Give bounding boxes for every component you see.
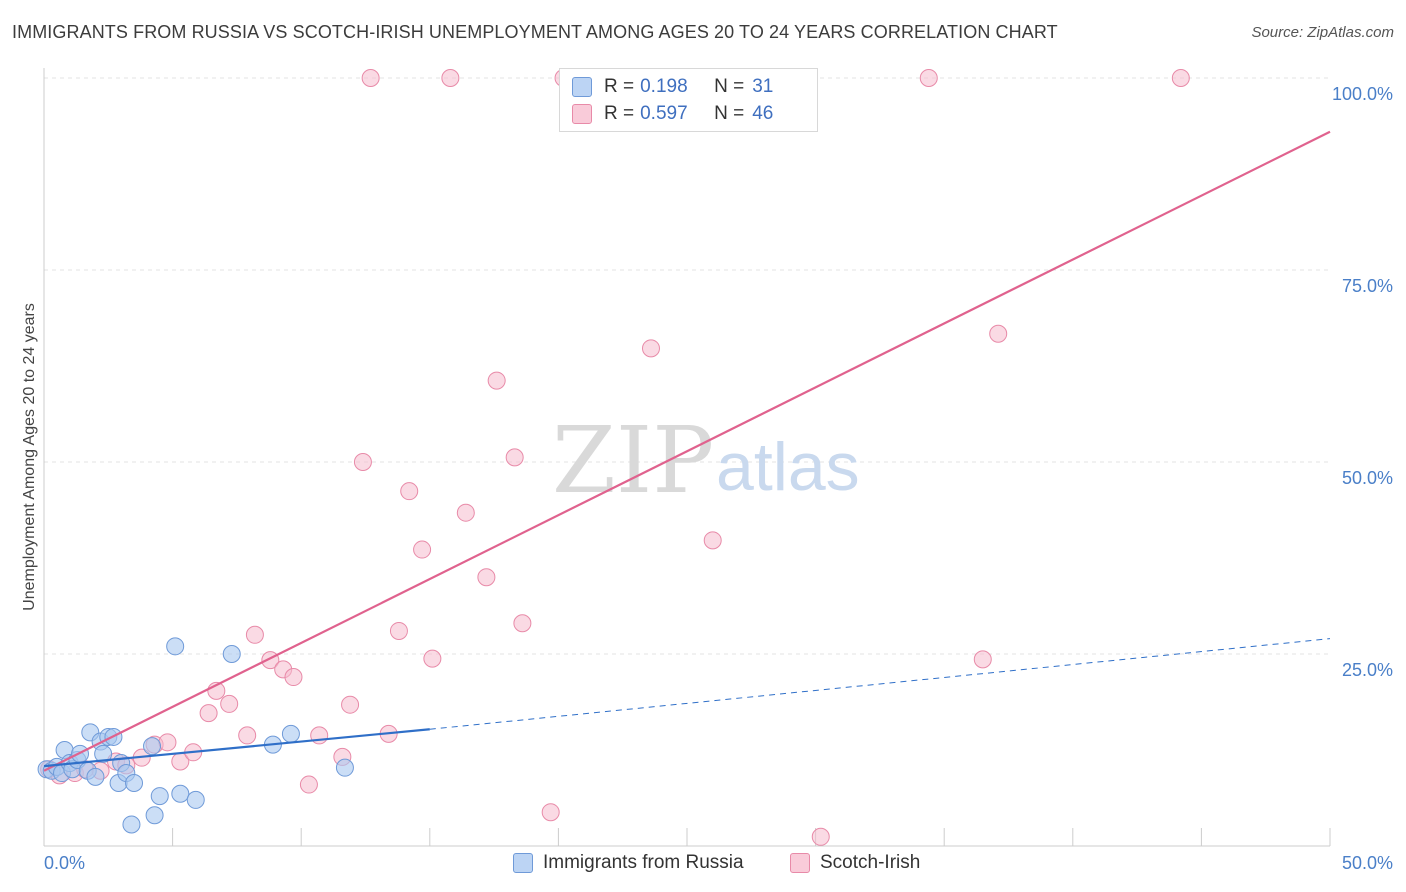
- scotch-irish-point-35: [487, 371, 506, 390]
- scotch-irish-point-40: [641, 339, 660, 358]
- trend-lines: [43, 130, 1331, 772]
- legend-r-label: R =: [604, 103, 635, 124]
- russia-point-12: [86, 767, 105, 786]
- russia-point-24: [150, 787, 169, 806]
- scotch-irish-point-34: [477, 568, 496, 587]
- series-legend-scotch-irish: Scotch-Irish: [790, 852, 920, 874]
- scotch-irish-point-45: [989, 324, 1008, 343]
- legend-swatch-scotch-irish: [572, 104, 592, 124]
- x-tick-label-max: 50.0%: [1342, 853, 1393, 873]
- russia-point-14: [94, 744, 113, 763]
- x-tick-labels: 0.0% 50.0%: [44, 853, 1393, 873]
- correlation-legend: R = 0.198 N = 31 R = 0.597 N = 46: [559, 68, 818, 132]
- russia-point-21: [125, 774, 144, 793]
- y-axis-title: Unemployment Among Ages 20 to 24 years: [21, 303, 38, 611]
- scotch-irish-point-42: [811, 827, 830, 846]
- y-tick-label-4: 100.0%: [1332, 84, 1393, 104]
- chart-source: Source: ZipAtlas.com: [1251, 24, 1394, 41]
- y-tick-labels: 25.0% 50.0% 75.0% 100.0%: [1332, 84, 1393, 680]
- russia-point-23: [145, 806, 164, 825]
- gridlines: [44, 77, 1330, 655]
- scotch-irish-point-29: [400, 482, 419, 501]
- scotch-irish-point-10: [158, 733, 177, 752]
- russia-point-22: [143, 737, 162, 756]
- scotch-irish-point-30: [413, 540, 432, 559]
- russia-point-20: [122, 815, 141, 834]
- russia-trend-line: [43, 728, 430, 768]
- watermark-atlas: atlas: [716, 429, 860, 505]
- scotch-irish-trend-line: [43, 130, 1331, 772]
- scotch-irish-point-44: [973, 650, 992, 669]
- scotch-irish-point-26: [361, 69, 380, 87]
- x-ticks: [172, 828, 1331, 846]
- legend-row-russia: R = 0.198 N = 31: [572, 74, 773, 100]
- russia-trend-line-extrapolated: [429, 638, 1331, 730]
- series-legend-russia: Immigrants from Russia: [513, 852, 744, 874]
- y-tick-label-3: 75.0%: [1342, 276, 1393, 296]
- scotch-irish-point-41: [703, 531, 722, 550]
- scotch-irish-point-37: [513, 614, 532, 633]
- series-swatch-russia: [513, 853, 533, 873]
- scotch-irish-point-32: [441, 69, 460, 87]
- russia-point-28: [222, 645, 241, 663]
- legend-swatch-russia: [572, 77, 592, 97]
- legend-n-label: N =: [714, 76, 745, 97]
- legend-n-value: 46: [752, 103, 774, 124]
- series-swatch-scotch-irish: [790, 853, 810, 873]
- russia-point-25: [166, 637, 185, 656]
- chart-title: IMMIGRANTS FROM RUSSIA VS SCOTCH-IRISH U…: [12, 22, 1058, 42]
- series-label-russia: Immigrants from Russia: [543, 852, 744, 873]
- legend-r-value: 0.597: [640, 103, 688, 124]
- x-tick-label-min: 0.0%: [44, 853, 85, 873]
- russia-point-31: [335, 758, 354, 777]
- legend-n-label: N =: [714, 103, 745, 124]
- y-tick-label-2: 50.0%: [1342, 468, 1393, 488]
- scotch-irish-point-15: [220, 694, 239, 713]
- scotch-irish-point-43: [919, 69, 938, 87]
- y-tick-label-1: 25.0%: [1342, 660, 1393, 680]
- russia-points: [37, 637, 354, 834]
- scotch-irish-point-24: [341, 695, 360, 714]
- scotch-irish-point-31: [423, 649, 442, 668]
- russia-point-27: [186, 790, 205, 809]
- russia-point-26: [171, 784, 190, 803]
- scotch-irish-point-38: [541, 803, 560, 822]
- watermark: ZIP atlas: [552, 407, 860, 514]
- scotch-irish-point-25: [353, 453, 372, 471]
- scotch-irish-point-20: [284, 668, 303, 687]
- scotch-irish-point-28: [389, 621, 408, 640]
- scotch-irish-point-13: [199, 704, 218, 723]
- scotch-irish-point-16: [238, 726, 257, 745]
- series-legend: Immigrants from Russia Scotch-Irish: [0, 852, 1406, 878]
- scotch-irish-point-17: [245, 625, 264, 644]
- legend-row-scotch-irish: R = 0.597 N = 46: [572, 101, 773, 127]
- scotch-irish-point-21: [299, 775, 318, 794]
- watermark-zip: ZIP: [552, 407, 714, 514]
- legend-r-label: R =: [604, 76, 635, 97]
- scotch-irish-point-46: [1171, 69, 1190, 87]
- russia-point-30: [281, 724, 300, 743]
- legend-n-value: 31: [752, 76, 774, 97]
- legend-r-value: 0.198: [640, 76, 688, 97]
- series-label-scotch-irish: Scotch-Irish: [820, 852, 921, 873]
- scotch-irish-point-33: [456, 503, 475, 522]
- scotch-irish-point-36: [505, 448, 524, 467]
